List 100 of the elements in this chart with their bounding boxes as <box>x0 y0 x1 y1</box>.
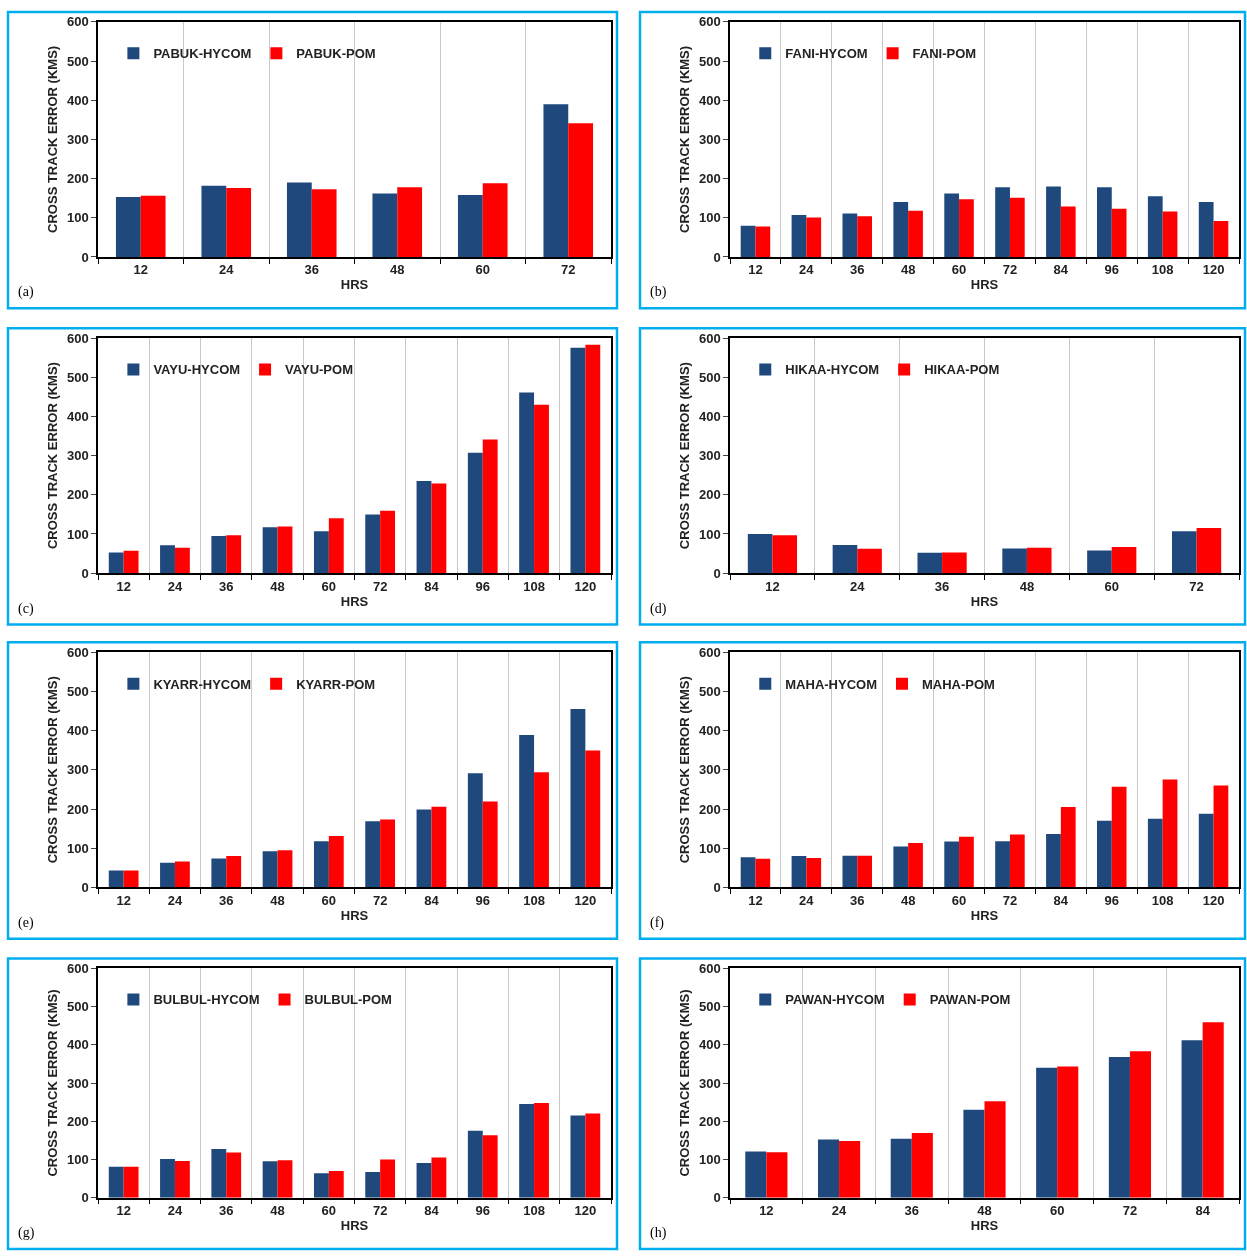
bar <box>108 1166 124 1198</box>
x-tick-label: 72 <box>1122 1202 1138 1218</box>
legend-label: BULBUL-HYCOM <box>153 992 260 1008</box>
x-tick-label: 120 <box>574 1202 597 1218</box>
bar <box>1181 1040 1203 1198</box>
x-tick-label: 108 <box>1151 892 1174 908</box>
bar <box>772 535 798 574</box>
x-tick-label: 48 <box>1019 578 1035 594</box>
x-tick-label: 84 <box>424 892 440 908</box>
x-tick-label: 48 <box>270 578 285 594</box>
bar <box>108 552 124 574</box>
text: (d) <box>650 601 667 617</box>
x-tick-label: 24 <box>799 262 815 278</box>
x-tick-label: 24 <box>167 1202 183 1218</box>
x-tick-label: 48 <box>900 892 916 908</box>
bar <box>911 1133 933 1198</box>
x-tick-label: 24 <box>831 1202 848 1218</box>
x-tick-label: 60 <box>321 1202 337 1218</box>
x-tick-label: 60 <box>1049 1202 1065 1218</box>
bar <box>277 526 293 574</box>
x-tick-label: 60 <box>475 262 490 278</box>
bar <box>857 855 873 888</box>
bar <box>1111 546 1137 574</box>
y-tick-label: 400 <box>66 723 89 739</box>
y-tick-label: 0 <box>713 1190 721 1206</box>
bar <box>984 1101 1006 1198</box>
bar <box>1111 208 1127 257</box>
bar <box>839 1141 861 1198</box>
x-tick-label: 96 <box>475 892 490 908</box>
y-tick-label: 600 <box>66 960 89 976</box>
x-tick-label: 60 <box>321 892 337 908</box>
y-tick-label: 0 <box>713 565 721 581</box>
y-tick-label: 500 <box>66 683 89 699</box>
y-tick-label: 600 <box>66 14 89 30</box>
bar <box>766 1152 788 1198</box>
x-tick-label: 84 <box>1053 262 1069 278</box>
bar <box>1147 818 1163 888</box>
x-tick-label: 36 <box>304 262 319 278</box>
bar <box>365 1172 381 1198</box>
y-axis-title: CROSS TRACK ERROR (KMS) <box>45 45 61 233</box>
bar <box>747 533 773 574</box>
text: (h) <box>650 1225 667 1241</box>
bar <box>1147 196 1163 257</box>
x-tick-label: 84 <box>424 1202 440 1218</box>
bar <box>365 821 381 888</box>
bar <box>313 1173 329 1198</box>
bar <box>1196 528 1222 574</box>
y-tick-label: 300 <box>66 131 89 147</box>
legend-label: VAYU-POM <box>285 362 353 378</box>
y-tick-label: 400 <box>698 723 721 739</box>
y-tick-label: 100 <box>698 210 721 226</box>
bar <box>543 104 569 257</box>
x-tick-label: 108 <box>523 892 545 908</box>
x-axis-title: HRS <box>340 593 369 609</box>
bar <box>397 187 423 257</box>
bar <box>123 870 139 888</box>
bar <box>416 809 432 888</box>
x-tick-label: 108 <box>523 1202 545 1218</box>
bar <box>890 1138 912 1198</box>
x-tick-label: 36 <box>850 892 865 908</box>
y-axis-title: CROSS TRACK ERROR (KMS) <box>677 989 693 1177</box>
x-tick-label: 60 <box>321 578 337 594</box>
x-tick-label: 60 <box>1104 578 1119 594</box>
x-tick-label: 72 <box>1002 892 1018 908</box>
bar <box>277 1160 293 1198</box>
bar <box>585 1113 601 1198</box>
x-tick-label: 48 <box>977 1202 992 1218</box>
bar <box>467 452 483 574</box>
bar <box>806 217 822 257</box>
bar <box>262 851 278 888</box>
y-tick-label: 300 <box>66 1075 89 1091</box>
bar <box>791 856 807 888</box>
bar <box>1162 779 1178 888</box>
bar <box>908 210 923 257</box>
x-tick-label: 120 <box>1202 892 1225 908</box>
bar <box>482 1135 498 1198</box>
x-tick-label: 84 <box>1195 1202 1211 1218</box>
x-tick-label: 12 <box>116 578 131 594</box>
x-tick-label: 24 <box>799 892 815 908</box>
bar <box>226 188 252 257</box>
bar <box>416 481 432 574</box>
y-tick-label: 100 <box>66 840 89 856</box>
legend-label: MAHA-HYCOM <box>785 676 877 692</box>
bar <box>1213 785 1229 888</box>
legend-label: PABUK-POM <box>296 46 376 62</box>
bar <box>519 1104 535 1198</box>
bar <box>1060 206 1076 257</box>
bar <box>1129 1051 1152 1198</box>
x-tick-label: 84 <box>1053 892 1069 908</box>
y-axis-title: CROSS TRACK ERROR (KMS) <box>677 45 693 233</box>
bar <box>944 841 960 888</box>
bar <box>959 199 974 257</box>
legend-label: MAHA-POM <box>921 676 995 692</box>
legend-label: PAWAN-HYCOM <box>785 992 885 1008</box>
x-tick-label: 96 <box>1104 262 1119 278</box>
y-tick-label: 200 <box>66 801 89 817</box>
bar <box>467 773 483 888</box>
bar <box>115 197 141 257</box>
bar <box>211 858 227 888</box>
x-tick-label: 12 <box>116 1202 131 1218</box>
